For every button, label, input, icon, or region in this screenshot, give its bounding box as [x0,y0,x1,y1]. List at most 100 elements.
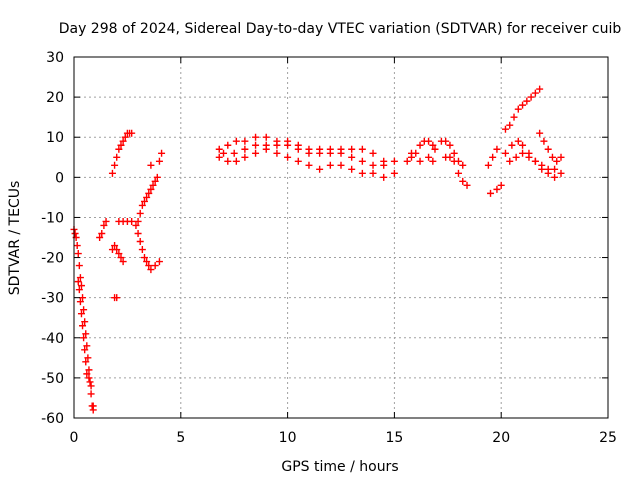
data-point-late-cluster [416,157,424,165]
y-tick-label: 0 [55,170,64,186]
data-point-day-band-a [390,157,398,165]
data-point-climb-3h [149,181,157,189]
data-point-cluster-2h [117,254,125,262]
data-point-early-descent-2 [81,346,89,354]
data-point-rise-21h [527,93,535,101]
data-point-early-descent-2 [85,374,93,382]
data-point-day-end-c [557,153,565,161]
data-point-low-2.5h [155,258,163,266]
x-tick-label: 20 [492,430,510,446]
data-point-day-band-c [337,145,345,153]
data-point-day-end-a [551,173,559,181]
data-point-day-band-a [215,145,223,153]
data-point-early-descent-2 [83,370,91,378]
data-point-cluster-2h [119,258,127,266]
data-point-late-cluster-2 [459,161,467,169]
data-point-early-descent-2 [76,298,84,306]
data-point-day-band-a [348,153,356,161]
data-point-early-descent [74,250,82,258]
data-point-low-2.5h [145,262,153,270]
data-point-rise-21h [523,97,531,105]
data-point-low-2.5h [132,221,140,229]
data-point-climb-3h [145,189,153,197]
y-tick-label: -20 [41,251,64,267]
data-point-early-descent [84,354,92,362]
data-point-day-band-b [273,149,281,157]
data-point-late-cluster [425,137,433,145]
data-point-rise-21h [501,125,509,133]
plot-frame [73,56,609,419]
data-point-low-2.5h [151,262,159,270]
data-point-day-end-a [514,137,522,145]
data-point-rise-2 [113,153,121,161]
data-point-rise-1 [100,221,108,229]
data-point-day-band-a [369,161,377,169]
data-point-day-band-a [230,149,238,157]
data-point-day-band-b [232,157,240,165]
data-point-climb-3h [136,209,144,217]
data-point-climb-3h [153,173,161,181]
data-point-early-descent [77,282,85,290]
data-point-day-band-b [252,149,260,157]
x-axis: 0 5 10 15 20 25 [70,57,617,446]
x-axis-label: GPS time / hours [281,459,398,475]
data-point-cluster-2h [113,246,121,254]
data-point-day-end-c [548,153,556,161]
x-tick-label: 15 [385,430,403,446]
data-point-early-descent [85,366,93,374]
y-axis: -60 -50 -40 -30 -20 -10 0 10 20 30 [41,50,608,427]
data-point-day-end-b [525,153,533,161]
data-point-late-cluster [416,141,424,149]
y-tick-label: -50 [41,371,64,387]
data-point-day-band-c [358,145,366,153]
data-point-day-band-c [284,137,292,145]
data-point-pre-20h [487,189,495,197]
data-point-pre-20h [489,153,497,161]
x-tick-label: 5 [176,430,185,446]
data-point-day-band-b [380,173,388,181]
data-point-day-end-b [544,165,552,173]
grid-lines [74,57,608,418]
data-point-day-band-b [215,153,223,161]
data-point-low-2.5h [136,238,144,246]
data-point-early-descent-2 [74,278,82,286]
y-tick-label: 30 [46,50,64,66]
data-point-rise-21h [514,105,522,113]
data-point-day-band-b [294,157,302,165]
x-tick-label: 0 [70,430,79,446]
data-point-early-descent-2 [75,286,83,294]
data-point-day-end-a [557,169,565,177]
data-point-day-band-c [262,133,270,141]
data-point-early-descent [86,378,94,386]
y-axis-label: SDTVAR / TECUs [7,181,23,296]
data-point-day-band-c [294,141,302,149]
x-tick-label: 10 [279,430,297,446]
data-point-rise-2 [119,137,127,145]
data-point-day-end-a [519,141,527,149]
data-point-day-end-a [508,141,516,149]
data-point-day-end-c [536,129,544,137]
data-point-day-band-b [390,169,398,177]
data-point-late-cluster [431,145,439,153]
y-tick-label: 20 [46,90,64,106]
data-point-early-descent [83,342,91,350]
data-point-cluster-2h [113,294,121,302]
data-point-late-cluster-2 [442,137,450,145]
data-point-climb-3h [147,161,155,169]
data-point-late-cluster [429,157,437,165]
x-tick-label: 25 [599,430,617,446]
data-point-climb-3h [134,217,142,225]
data-point-day-end-b [551,165,559,173]
data-point-rise-21h [536,85,544,93]
data-point-rise-21h [510,113,518,121]
data-point-rise-2 [108,169,116,177]
data-point-early-descent [82,330,90,338]
data-point-late-cluster [429,141,437,149]
data-point-day-band-c [232,137,240,145]
data-point-day-end-a [501,149,509,157]
data-point-early-descent [73,242,81,250]
data-point-low-2.5h [147,266,155,274]
data-point-day-end-b [531,157,539,165]
data-point-low-2.5h [138,246,146,254]
data-point-early-descent-2 [80,334,88,342]
